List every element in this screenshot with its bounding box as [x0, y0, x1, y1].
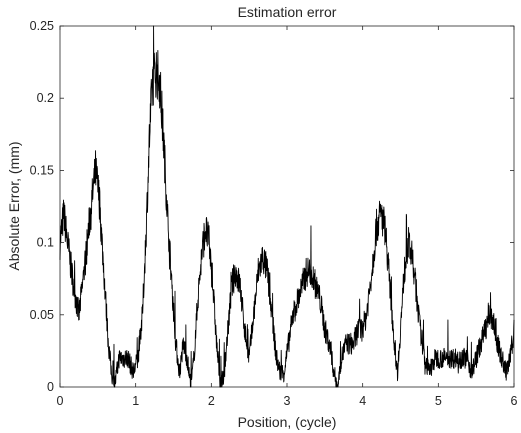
- series-layer: [59, 25, 515, 388]
- plot-area: 0 1 2 3 4 5 6 0 0.05 0.1 0.15 0.2 0.25: [30, 19, 518, 408]
- x-axis-ticks: 0 1 2 3 4 5 6: [57, 26, 518, 408]
- y-axis-label: Absolute Error, (mm): [6, 141, 22, 270]
- y-tick-label: 0: [47, 380, 54, 394]
- error-series-line: [59, 25, 515, 388]
- y-tick-label: 0.25: [30, 19, 54, 33]
- y-tick-label: 0.1: [37, 236, 54, 250]
- x-tick-label: 3: [284, 394, 291, 408]
- chart-title: Estimation error: [238, 4, 337, 20]
- y-tick-label: 0.2: [37, 91, 54, 105]
- x-tick-label: 0: [57, 394, 64, 408]
- axes-box: [59, 25, 515, 388]
- x-tick-label: 1: [132, 394, 139, 408]
- x-tick-label: 4: [359, 394, 366, 408]
- x-tick-label: 2: [208, 394, 215, 408]
- y-tick-label: 0.05: [30, 308, 54, 322]
- x-tick-label: 6: [511, 394, 518, 408]
- x-tick-label: 5: [435, 394, 442, 408]
- y-tick-label: 0.15: [30, 163, 54, 177]
- y-axis-ticks: 0 0.05 0.1 0.15 0.2 0.25: [30, 19, 514, 394]
- x-axis-label: Position, (cycle): [238, 414, 337, 430]
